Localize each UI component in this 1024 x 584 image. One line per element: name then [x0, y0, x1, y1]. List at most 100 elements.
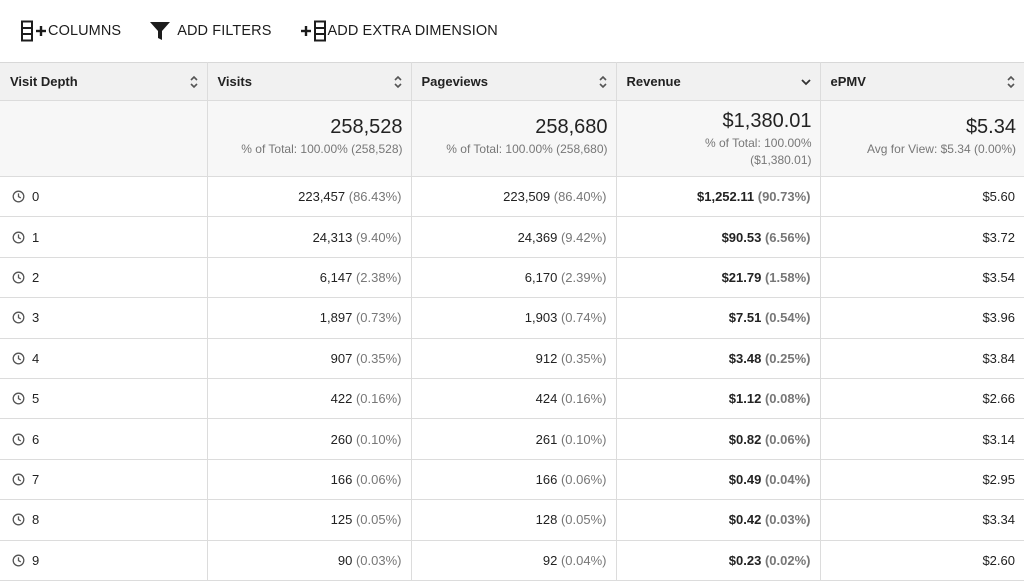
cell-visit-depth: 6: [0, 418, 208, 460]
cell-epmv: $2.66: [820, 378, 1024, 420]
clock-icon: [12, 190, 25, 203]
table-row[interactable]: 3 1,897 (0.73%) 1,903 (0.74%) $7.51 (0.54%)…: [0, 297, 1024, 339]
cell-pageviews: 166 (0.06%): [411, 459, 617, 501]
cell-visit-depth: 9: [0, 540, 208, 581]
clock-icon: [12, 311, 25, 324]
clock-icon: [12, 473, 25, 486]
revenue-percent: (0.06%): [764, 431, 811, 447]
cell-visits: 260 (0.10%): [207, 418, 412, 460]
revenue-percent: (0.03%): [764, 512, 811, 528]
cell-pageviews: 6,170 (2.39%): [411, 257, 617, 299]
pageviews-value: 1,903: [524, 310, 558, 326]
visits-value: 1,897: [319, 310, 353, 326]
pageviews-percent: (0.05%): [560, 512, 607, 528]
column-header-pageviews[interactable]: Pageviews: [411, 62, 617, 101]
table-row[interactable]: 9 90 (0.03%) 92 (0.04%) $0.23 (0.02%) $2.60: [0, 540, 1024, 581]
table-row[interactable]: 6 260 (0.10%) 261 (0.10%) $0.82 (0.06%) $3.1…: [0, 418, 1024, 460]
pageviews-percent: (2.39%): [560, 269, 607, 285]
visits-percent: (0.10%): [355, 431, 402, 447]
visits-value: 422: [330, 391, 353, 407]
column-header-label: ePMV: [830, 74, 866, 89]
cell-revenue: $21.79 (1.58%): [616, 257, 821, 299]
visit-depth-value: 0: [32, 189, 40, 205]
column-header-revenue[interactable]: Revenue: [616, 62, 821, 101]
revenue-percent: (0.54%): [764, 310, 811, 326]
epmv-value: $2.66: [982, 391, 1015, 407]
visits-percent: (0.73%): [355, 310, 402, 326]
visits-percent: (0.35%): [355, 350, 402, 366]
summary-visits-total: 258,528: [330, 116, 403, 138]
sort-updown-icon[interactable]: [393, 74, 403, 90]
revenue-percent: (0.25%): [764, 350, 811, 366]
summary-revenue-share: % of Total: 100.00%: [704, 136, 812, 150]
cell-revenue: $0.23 (0.02%): [616, 540, 821, 581]
cell-visit-depth: 4: [0, 338, 208, 379]
revenue-value: $3.48: [728, 350, 762, 366]
column-header-label: Visit Depth: [10, 74, 78, 89]
pageviews-percent: (0.35%): [560, 350, 607, 366]
columns-label: COLUMNS: [48, 23, 122, 39]
add-extra-dimension-button[interactable]: ADD EXTRA DIMENSION: [300, 20, 498, 42]
pageviews-value: 424: [535, 391, 558, 407]
visit-depth-value: 3: [32, 310, 40, 326]
columns-button[interactable]: COLUMNS: [20, 20, 121, 42]
visit-depth-value: 9: [32, 552, 40, 568]
cell-epmv: $3.34: [820, 499, 1024, 541]
summary-revenue-share-value: ($1,380.01): [750, 153, 812, 167]
cell-visits: 6,147 (2.38%): [207, 257, 412, 299]
visit-depth-value: 1: [32, 229, 40, 245]
pageviews-value: 166: [535, 471, 558, 487]
table-row[interactable]: 4 907 (0.35%) 912 (0.35%) $3.48 (0.25%) $3.8…: [0, 338, 1024, 379]
table-row[interactable]: 1 24,313 (9.40%) 24,369 (9.42%) $90.53 (6.5…: [0, 216, 1024, 258]
table-row[interactable]: 8 125 (0.05%) 128 (0.05%) $0.42 (0.03%) $3.3…: [0, 499, 1024, 541]
summary-cell-epmv: $5.34 Avg for View: $5.34 (0.00%): [820, 100, 1024, 177]
revenue-value: $90.53: [721, 229, 762, 245]
pageviews-percent: (9.42%): [560, 229, 607, 245]
column-header-epmv[interactable]: ePMV: [820, 62, 1024, 101]
column-header-label: Visits: [217, 74, 252, 89]
visit-depth-value: 4: [32, 350, 40, 366]
table-row[interactable]: 0 223,457 (86.43%) 223,509 (86.40%) $1,252.…: [0, 176, 1024, 218]
table-row[interactable]: 2 6,147 (2.38%) 6,170 (2.39%) $21.79 (1.58%…: [0, 257, 1024, 299]
column-header-visit-depth[interactable]: Visit Depth: [0, 62, 208, 101]
clock-icon: [12, 231, 25, 244]
pageviews-percent: (0.74%): [560, 310, 607, 326]
cell-epmv: $3.14: [820, 418, 1024, 460]
sort-updown-icon[interactable]: [598, 74, 608, 90]
cell-pageviews: 1,903 (0.74%): [411, 297, 617, 339]
summary-cell-depth: [0, 100, 208, 177]
cell-revenue: $90.53 (6.56%): [616, 216, 821, 258]
visits-value: 166: [330, 471, 353, 487]
visits-value: 24,313: [312, 229, 353, 245]
visits-value: 125: [330, 512, 353, 528]
plus-dimension-icon: [300, 20, 328, 42]
summary-pageviews-share: % of Total: 100.00% (258,680): [446, 142, 608, 156]
revenue-value: $7.51: [728, 310, 762, 326]
sort-updown-icon[interactable]: [189, 74, 199, 90]
funnel-icon: [149, 20, 171, 42]
visit-depth-value: 8: [32, 512, 40, 528]
visits-percent: (0.03%): [355, 552, 402, 568]
pageviews-percent: (0.10%): [560, 431, 607, 447]
epmv-value: $3.34: [982, 512, 1015, 528]
revenue-value: $0.49: [728, 471, 762, 487]
clock-icon: [12, 513, 25, 526]
cell-revenue: $3.48 (0.25%): [616, 338, 821, 379]
epmv-value: $3.72: [982, 229, 1015, 245]
cell-revenue: $1,252.11 (90.73%): [616, 176, 821, 218]
summary-revenue-total: $1,380.01: [722, 110, 812, 132]
epmv-value: $3.54: [982, 269, 1015, 285]
add-filters-button[interactable]: ADD FILTERS: [149, 20, 271, 42]
cell-visit-depth: 2: [0, 257, 208, 299]
sort-updown-icon[interactable]: [1006, 74, 1016, 90]
cell-epmv: $2.60: [820, 540, 1024, 581]
cell-visits: 1,897 (0.73%): [207, 297, 412, 339]
table-row[interactable]: 7 166 (0.06%) 166 (0.06%) $0.49 (0.04%) $2.9…: [0, 459, 1024, 501]
revenue-percent: (1.58%): [764, 269, 811, 285]
pageviews-percent: (86.40%): [553, 189, 607, 205]
cell-visit-depth: 3: [0, 297, 208, 339]
chevron-down-icon[interactable]: [800, 74, 812, 90]
table-row[interactable]: 5 422 (0.16%) 424 (0.16%) $1.12 (0.08%) $2.6…: [0, 378, 1024, 420]
visits-percent: (86.43%): [348, 189, 402, 205]
column-header-visits[interactable]: Visits: [207, 62, 412, 101]
